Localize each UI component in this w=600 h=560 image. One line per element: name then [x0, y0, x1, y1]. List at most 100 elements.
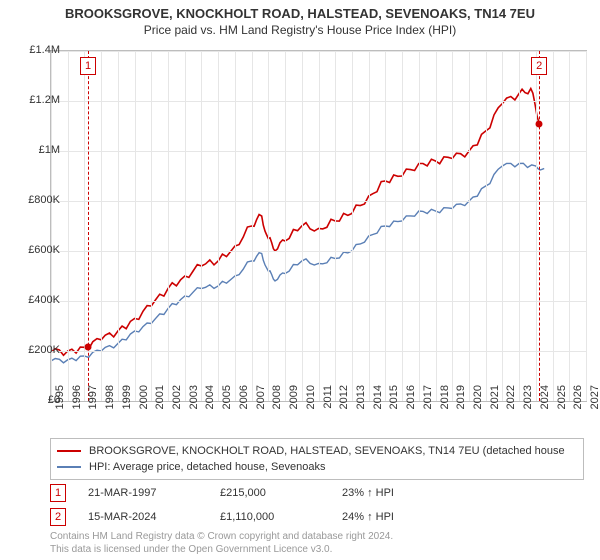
gridline-vertical: [218, 51, 219, 401]
gridline-vertical: [553, 51, 554, 401]
gridline-vertical: [502, 51, 503, 401]
x-axis-label: 2027: [589, 385, 600, 425]
x-axis-label: 2005: [221, 385, 233, 425]
y-axis-label: £1.2M: [10, 94, 60, 106]
footer-row: 2 15-MAR-2024 £1,110,000 24% ↑ HPI: [50, 508, 442, 526]
footer-price: £1,110,000: [220, 511, 320, 523]
gridline-vertical: [385, 51, 386, 401]
x-axis-label: 2010: [305, 385, 317, 425]
x-axis-label: 2018: [439, 385, 451, 425]
marker-dot-1: [85, 344, 92, 351]
x-axis-label: 1997: [87, 385, 99, 425]
x-axis-label: 2011: [322, 385, 334, 425]
x-axis-label: 2003: [188, 385, 200, 425]
gridline-vertical: [135, 51, 136, 401]
legend: BROOKSGROVE, KNOCKHOLT ROAD, HALSTEAD, S…: [50, 438, 584, 480]
x-axis-label: 2025: [556, 385, 568, 425]
gridline-vertical: [319, 51, 320, 401]
gridline-vertical: [469, 51, 470, 401]
y-axis-label: £600K: [10, 244, 60, 256]
y-axis-label: £0: [10, 394, 60, 406]
gridline-vertical: [101, 51, 102, 401]
x-axis-label: 2000: [138, 385, 150, 425]
y-axis-label: £200K: [10, 344, 60, 356]
credit-text: Contains HM Land Registry data © Crown c…: [50, 530, 393, 556]
gridline-vertical: [352, 51, 353, 401]
x-axis-label: 1998: [104, 385, 116, 425]
x-axis-label: 2013: [355, 385, 367, 425]
marker-box-2: 2: [531, 57, 547, 75]
x-axis-label: 1996: [71, 385, 83, 425]
gridline-vertical: [569, 51, 570, 401]
x-axis-label: 2021: [489, 385, 501, 425]
x-axis-label: 2017: [422, 385, 434, 425]
legend-item: HPI: Average price, detached house, Seve…: [57, 459, 577, 475]
x-axis-label: 2023: [522, 385, 534, 425]
gridline-vertical: [118, 51, 119, 401]
x-axis-label: 2004: [204, 385, 216, 425]
footer-pct: 24% ↑ HPI: [342, 511, 442, 523]
legend-label: HPI: Average price, detached house, Seve…: [89, 459, 325, 475]
gridline-vertical: [335, 51, 336, 401]
gridline-vertical: [586, 51, 587, 401]
gridline-vertical: [369, 51, 370, 401]
gridline-vertical: [452, 51, 453, 401]
x-axis-label: 2015: [388, 385, 400, 425]
x-axis-label: 1995: [54, 385, 66, 425]
gridline-vertical: [185, 51, 186, 401]
gridline-vertical: [536, 51, 537, 401]
y-axis-label: £1.4M: [10, 44, 60, 56]
x-axis-label: 2012: [338, 385, 350, 425]
x-axis-label: 2026: [572, 385, 584, 425]
series-price_paid: [51, 89, 539, 356]
series-hpi: [51, 163, 544, 362]
y-axis-label: £800K: [10, 194, 60, 206]
x-axis-label: 2009: [288, 385, 300, 425]
footer-marker-index: 1: [50, 484, 66, 502]
gridline-vertical: [201, 51, 202, 401]
footer-pct: 23% ↑ HPI: [342, 487, 442, 499]
credit-line-1: Contains HM Land Registry data © Crown c…: [50, 530, 393, 543]
chart-plot-area: 12: [50, 50, 587, 402]
x-axis-label: 2006: [238, 385, 250, 425]
gridline-vertical: [486, 51, 487, 401]
x-axis-label: 2008: [271, 385, 283, 425]
gridline-vertical: [151, 51, 152, 401]
footer-price: £215,000: [220, 487, 320, 499]
x-axis-label: 2022: [505, 385, 517, 425]
legend-swatch: [57, 450, 81, 452]
x-axis-label: 1999: [121, 385, 133, 425]
gridline-vertical: [519, 51, 520, 401]
marker-box-1: 1: [80, 57, 96, 75]
footer-date: 21-MAR-1997: [88, 487, 198, 499]
gridline-vertical: [268, 51, 269, 401]
legend-label: BROOKSGROVE, KNOCKHOLT ROAD, HALSTEAD, S…: [89, 443, 565, 459]
gridline-vertical: [419, 51, 420, 401]
x-axis-label: 2019: [455, 385, 467, 425]
gridline-vertical: [402, 51, 403, 401]
gridline-vertical: [285, 51, 286, 401]
x-axis-label: 2002: [171, 385, 183, 425]
x-axis-label: 2001: [154, 385, 166, 425]
gridline-vertical: [235, 51, 236, 401]
gridline-vertical: [302, 51, 303, 401]
x-axis-label: 2014: [372, 385, 384, 425]
gridline-vertical: [252, 51, 253, 401]
footer-date: 15-MAR-2024: [88, 511, 198, 523]
footer-marker-table: 1 21-MAR-1997 £215,000 23% ↑ HPI 2 15-MAR-202…: [50, 484, 442, 532]
x-axis-label: 2020: [472, 385, 484, 425]
y-axis-label: £1M: [10, 144, 60, 156]
legend-item: BROOKSGROVE, KNOCKHOLT ROAD, HALSTEAD, S…: [57, 443, 577, 459]
x-axis-label: 2016: [405, 385, 417, 425]
footer-row: 1 21-MAR-1997 £215,000 23% ↑ HPI: [50, 484, 442, 502]
x-axis-label: 2024: [539, 385, 551, 425]
y-axis-label: £400K: [10, 294, 60, 306]
marker-dot-2: [536, 120, 543, 127]
footer-marker-index: 2: [50, 508, 66, 526]
gridline-vertical: [168, 51, 169, 401]
gridline-vertical: [436, 51, 437, 401]
chart-subtitle: Price paid vs. HM Land Registry's House …: [0, 21, 600, 37]
legend-swatch: [57, 466, 81, 468]
chart-title: BROOKSGROVE, KNOCKHOLT ROAD, HALSTEAD, S…: [0, 0, 600, 21]
marker-line-2: [539, 51, 540, 401]
